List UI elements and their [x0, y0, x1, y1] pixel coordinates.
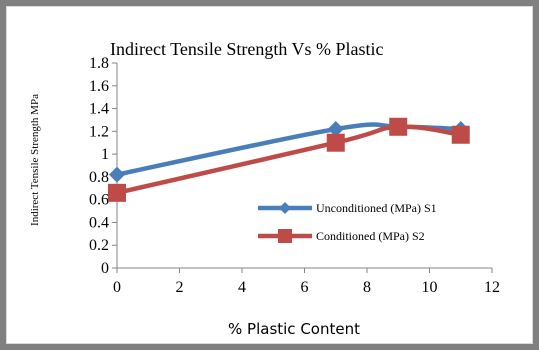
chart-area-border	[6, 6, 533, 344]
data-point-square	[108, 183, 126, 202]
y-tick-label: 1	[101, 146, 109, 163]
x-tick-label: 4	[238, 279, 246, 296]
y-tick-label: 1.2	[89, 123, 109, 140]
x-tick-label: 2	[176, 279, 184, 296]
series-line	[116, 122, 461, 177]
x-tick-label: 8	[363, 279, 371, 296]
x-tick-label: 6	[301, 279, 309, 296]
y-tick-label: 1.6	[89, 78, 109, 95]
series-line	[116, 124, 462, 196]
x-tick-label: 0	[113, 279, 121, 296]
series-2	[108, 117, 470, 202]
y-tick-label: 0	[101, 260, 109, 277]
y-tick-label: 0.8	[89, 169, 109, 186]
legend-label: Unconditioned (MPa) S1	[316, 201, 437, 215]
legend: Unconditioned (MPa) S1 Conditioned (MPa) …	[258, 201, 437, 243]
data-point-square	[451, 125, 470, 144]
y-tick-label: 1.4	[89, 101, 109, 118]
legend-marker-diamond	[279, 202, 291, 214]
y-tick-label: 1.8	[89, 55, 109, 72]
legend-marker-square	[278, 229, 292, 243]
data-point-square	[326, 133, 345, 152]
x-tick-label: 10	[422, 279, 438, 296]
x-axis-label: % Plastic Content	[228, 320, 360, 338]
legend-entry: Unconditioned (MPa) S1	[258, 201, 437, 215]
data-point-diamond	[109, 166, 125, 183]
series-layer	[108, 117, 470, 202]
legend-label: Conditioned (MPa) S2	[316, 229, 425, 243]
axes: 0 0.2 0.4 0.6 0.8 1 1.2 1.4 1.6 1.8 0 2 4 6 8 10 12	[89, 55, 500, 296]
x-tick-label: 12	[484, 279, 500, 296]
y-tick-label: 0.6	[89, 192, 109, 209]
y-axis-label: Indirect Tensile Strength MPa	[29, 94, 41, 226]
data-point-square	[389, 117, 408, 136]
data-point-diamond	[327, 121, 344, 138]
chart-title: Indirect Tensile Strength Vs % Plastic	[110, 39, 384, 59]
legend-entry: Conditioned (MPa) S2	[258, 229, 425, 243]
y-tick-label: 0.4	[89, 214, 109, 231]
y-tick-label: 0.2	[89, 237, 109, 254]
